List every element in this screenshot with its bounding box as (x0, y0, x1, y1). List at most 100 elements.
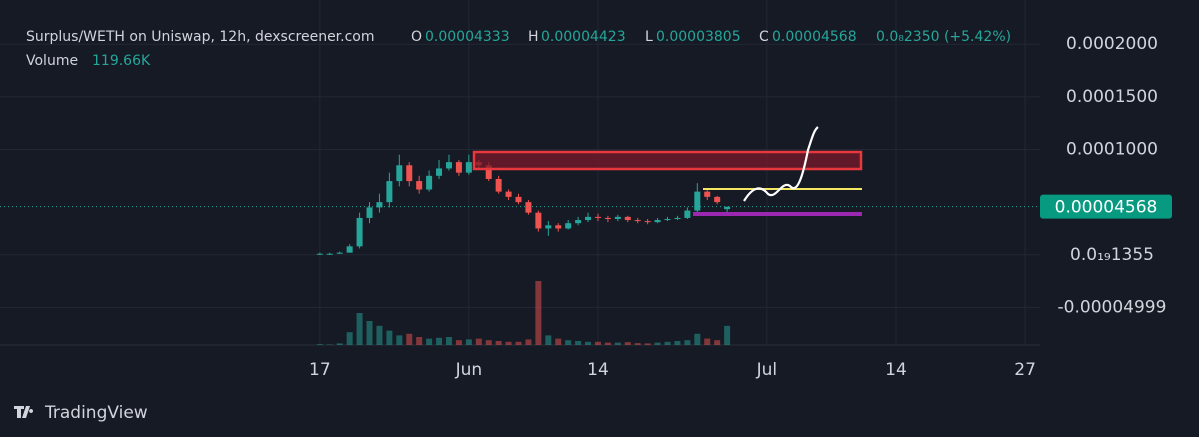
x-tick-label: 27 (1014, 360, 1036, 380)
candle-body (585, 216, 592, 221)
volume-bar (376, 325, 383, 345)
candle-body (575, 220, 582, 224)
last-price-box (1040, 194, 1172, 219)
brand: TradingView (14, 403, 148, 423)
candle-body (416, 181, 423, 190)
volume-bar (614, 342, 621, 345)
ohlc-key: O (411, 29, 422, 45)
candle-body (495, 178, 502, 192)
candle-body (535, 212, 542, 229)
candle-body (704, 191, 711, 197)
candles (316, 154, 731, 255)
volume-bar (704, 338, 711, 345)
candle-body (694, 191, 701, 211)
x-tick-label: Jul (756, 360, 778, 380)
volume-bar (416, 337, 423, 345)
candle-body (346, 246, 353, 253)
volume-bar (485, 340, 492, 345)
volume-bar (475, 338, 482, 345)
volume-bar (594, 341, 601, 345)
ohlc-key: L (645, 29, 653, 45)
ohlc-key: C (759, 29, 769, 45)
candle-body (664, 218, 671, 221)
candle-body (465, 162, 472, 173)
ohlc-change: 0.0₈2350 (+5.42%) (876, 29, 1011, 45)
candle-body (386, 181, 393, 203)
volume-bar (366, 321, 373, 345)
volume-bar (694, 333, 701, 345)
y-tick-label: 0.0₁₉1355 (1070, 245, 1154, 265)
last-price-label: 0.00004568 (1055, 198, 1158, 218)
candle-body (634, 220, 641, 222)
candle-body (614, 216, 621, 219)
candle-body (366, 207, 373, 218)
candle-body (376, 202, 383, 208)
candle-body (356, 217, 363, 247)
candle-body (674, 217, 681, 219)
price-axis: 0.0002000 0.0001500 0.0001000 0.0₁₉1355 -0.0… (309, 34, 1172, 380)
candle-body (505, 191, 512, 197)
candle-body (545, 225, 552, 229)
y-tick-label: 0.0002000 (1066, 34, 1158, 54)
candle-body (336, 252, 343, 254)
x-tick-label: Jun (455, 360, 483, 380)
volume-bar (396, 335, 403, 345)
candle-body (654, 220, 661, 223)
volume-bar (465, 339, 472, 345)
candle-body (565, 223, 572, 229)
volume-pane (316, 281, 731, 345)
volume-bar (644, 343, 651, 345)
volume-bar (604, 342, 611, 345)
candle-body (485, 165, 492, 179)
candle-body (455, 162, 462, 173)
candle-body (436, 168, 443, 176)
y-tick-label: 0.0001000 (1066, 139, 1158, 159)
volume-bar (565, 340, 572, 345)
candle-body (396, 165, 403, 182)
header: Surplus/WETH on Uniswap, 12h, dexscreene… (26, 29, 1011, 69)
volume-bar (664, 341, 671, 345)
volume-bar (455, 340, 462, 345)
volume-bar (684, 340, 691, 345)
volume-bar (436, 337, 443, 345)
grid (0, 0, 1040, 346)
volume-bar (406, 333, 413, 345)
candle-body (515, 196, 522, 203)
candle-body (624, 216, 631, 221)
candle-body (525, 202, 532, 213)
candle-body (326, 253, 333, 255)
candle-body (684, 210, 691, 218)
candle-body (426, 175, 433, 190)
volume-bar (654, 342, 661, 345)
candle-body (644, 221, 651, 223)
volume-bar (426, 338, 433, 345)
volume-bar (624, 342, 631, 345)
volume-bar (724, 325, 731, 345)
volume-bar (515, 341, 522, 345)
volume-bar (505, 341, 512, 345)
volume-bar (316, 344, 323, 345)
volume-bar (356, 313, 363, 345)
y-tick-label: -0.00004999 (1058, 297, 1167, 317)
candle-body (604, 217, 611, 219)
candle-body (714, 196, 721, 203)
x-tick-label: 17 (309, 360, 331, 380)
volume-bar (634, 343, 641, 345)
candle-body (555, 225, 562, 229)
volume-bar (525, 339, 532, 345)
ohlc-key: H (528, 29, 539, 45)
volume-bar (535, 281, 542, 345)
ohlc-value: 0.00004333 (425, 29, 510, 45)
volume-title: Volume (26, 53, 78, 69)
volume-bar (545, 335, 552, 345)
freehand-projection (743, 126, 819, 202)
volume-bar (495, 341, 502, 345)
volume-bar (346, 332, 353, 345)
x-tick-label: 14 (885, 360, 907, 380)
volume-value: 119.66K (92, 53, 151, 69)
ohlc-value: 0.00004423 (541, 29, 626, 45)
volume-bar (585, 341, 592, 345)
volume-bar (674, 341, 681, 345)
